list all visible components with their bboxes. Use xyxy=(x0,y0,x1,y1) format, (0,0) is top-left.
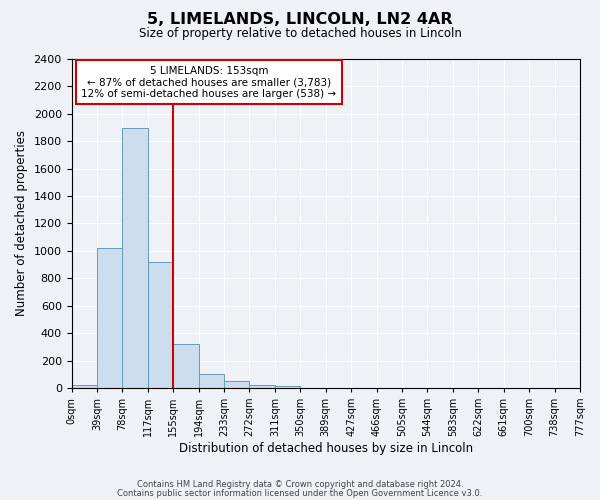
Text: 5, LIMELANDS, LINCOLN, LN2 4AR: 5, LIMELANDS, LINCOLN, LN2 4AR xyxy=(147,12,453,28)
Bar xyxy=(71,385,97,388)
Bar xyxy=(250,385,275,388)
Bar xyxy=(173,344,199,388)
Text: Contains public sector information licensed under the Open Government Licence v3: Contains public sector information licen… xyxy=(118,488,482,498)
Text: 5 LIMELANDS: 153sqm
← 87% of detached houses are smaller (3,783)
12% of semi-det: 5 LIMELANDS: 153sqm ← 87% of detached ho… xyxy=(81,66,337,99)
Bar xyxy=(199,374,224,388)
Bar xyxy=(148,262,173,388)
Bar xyxy=(275,386,301,388)
Bar xyxy=(122,128,148,388)
Bar xyxy=(224,381,250,388)
Y-axis label: Number of detached properties: Number of detached properties xyxy=(15,130,28,316)
Text: Contains HM Land Registry data © Crown copyright and database right 2024.: Contains HM Land Registry data © Crown c… xyxy=(137,480,463,489)
X-axis label: Distribution of detached houses by size in Lincoln: Distribution of detached houses by size … xyxy=(179,442,473,455)
Text: Size of property relative to detached houses in Lincoln: Size of property relative to detached ho… xyxy=(139,28,461,40)
Bar xyxy=(97,248,122,388)
